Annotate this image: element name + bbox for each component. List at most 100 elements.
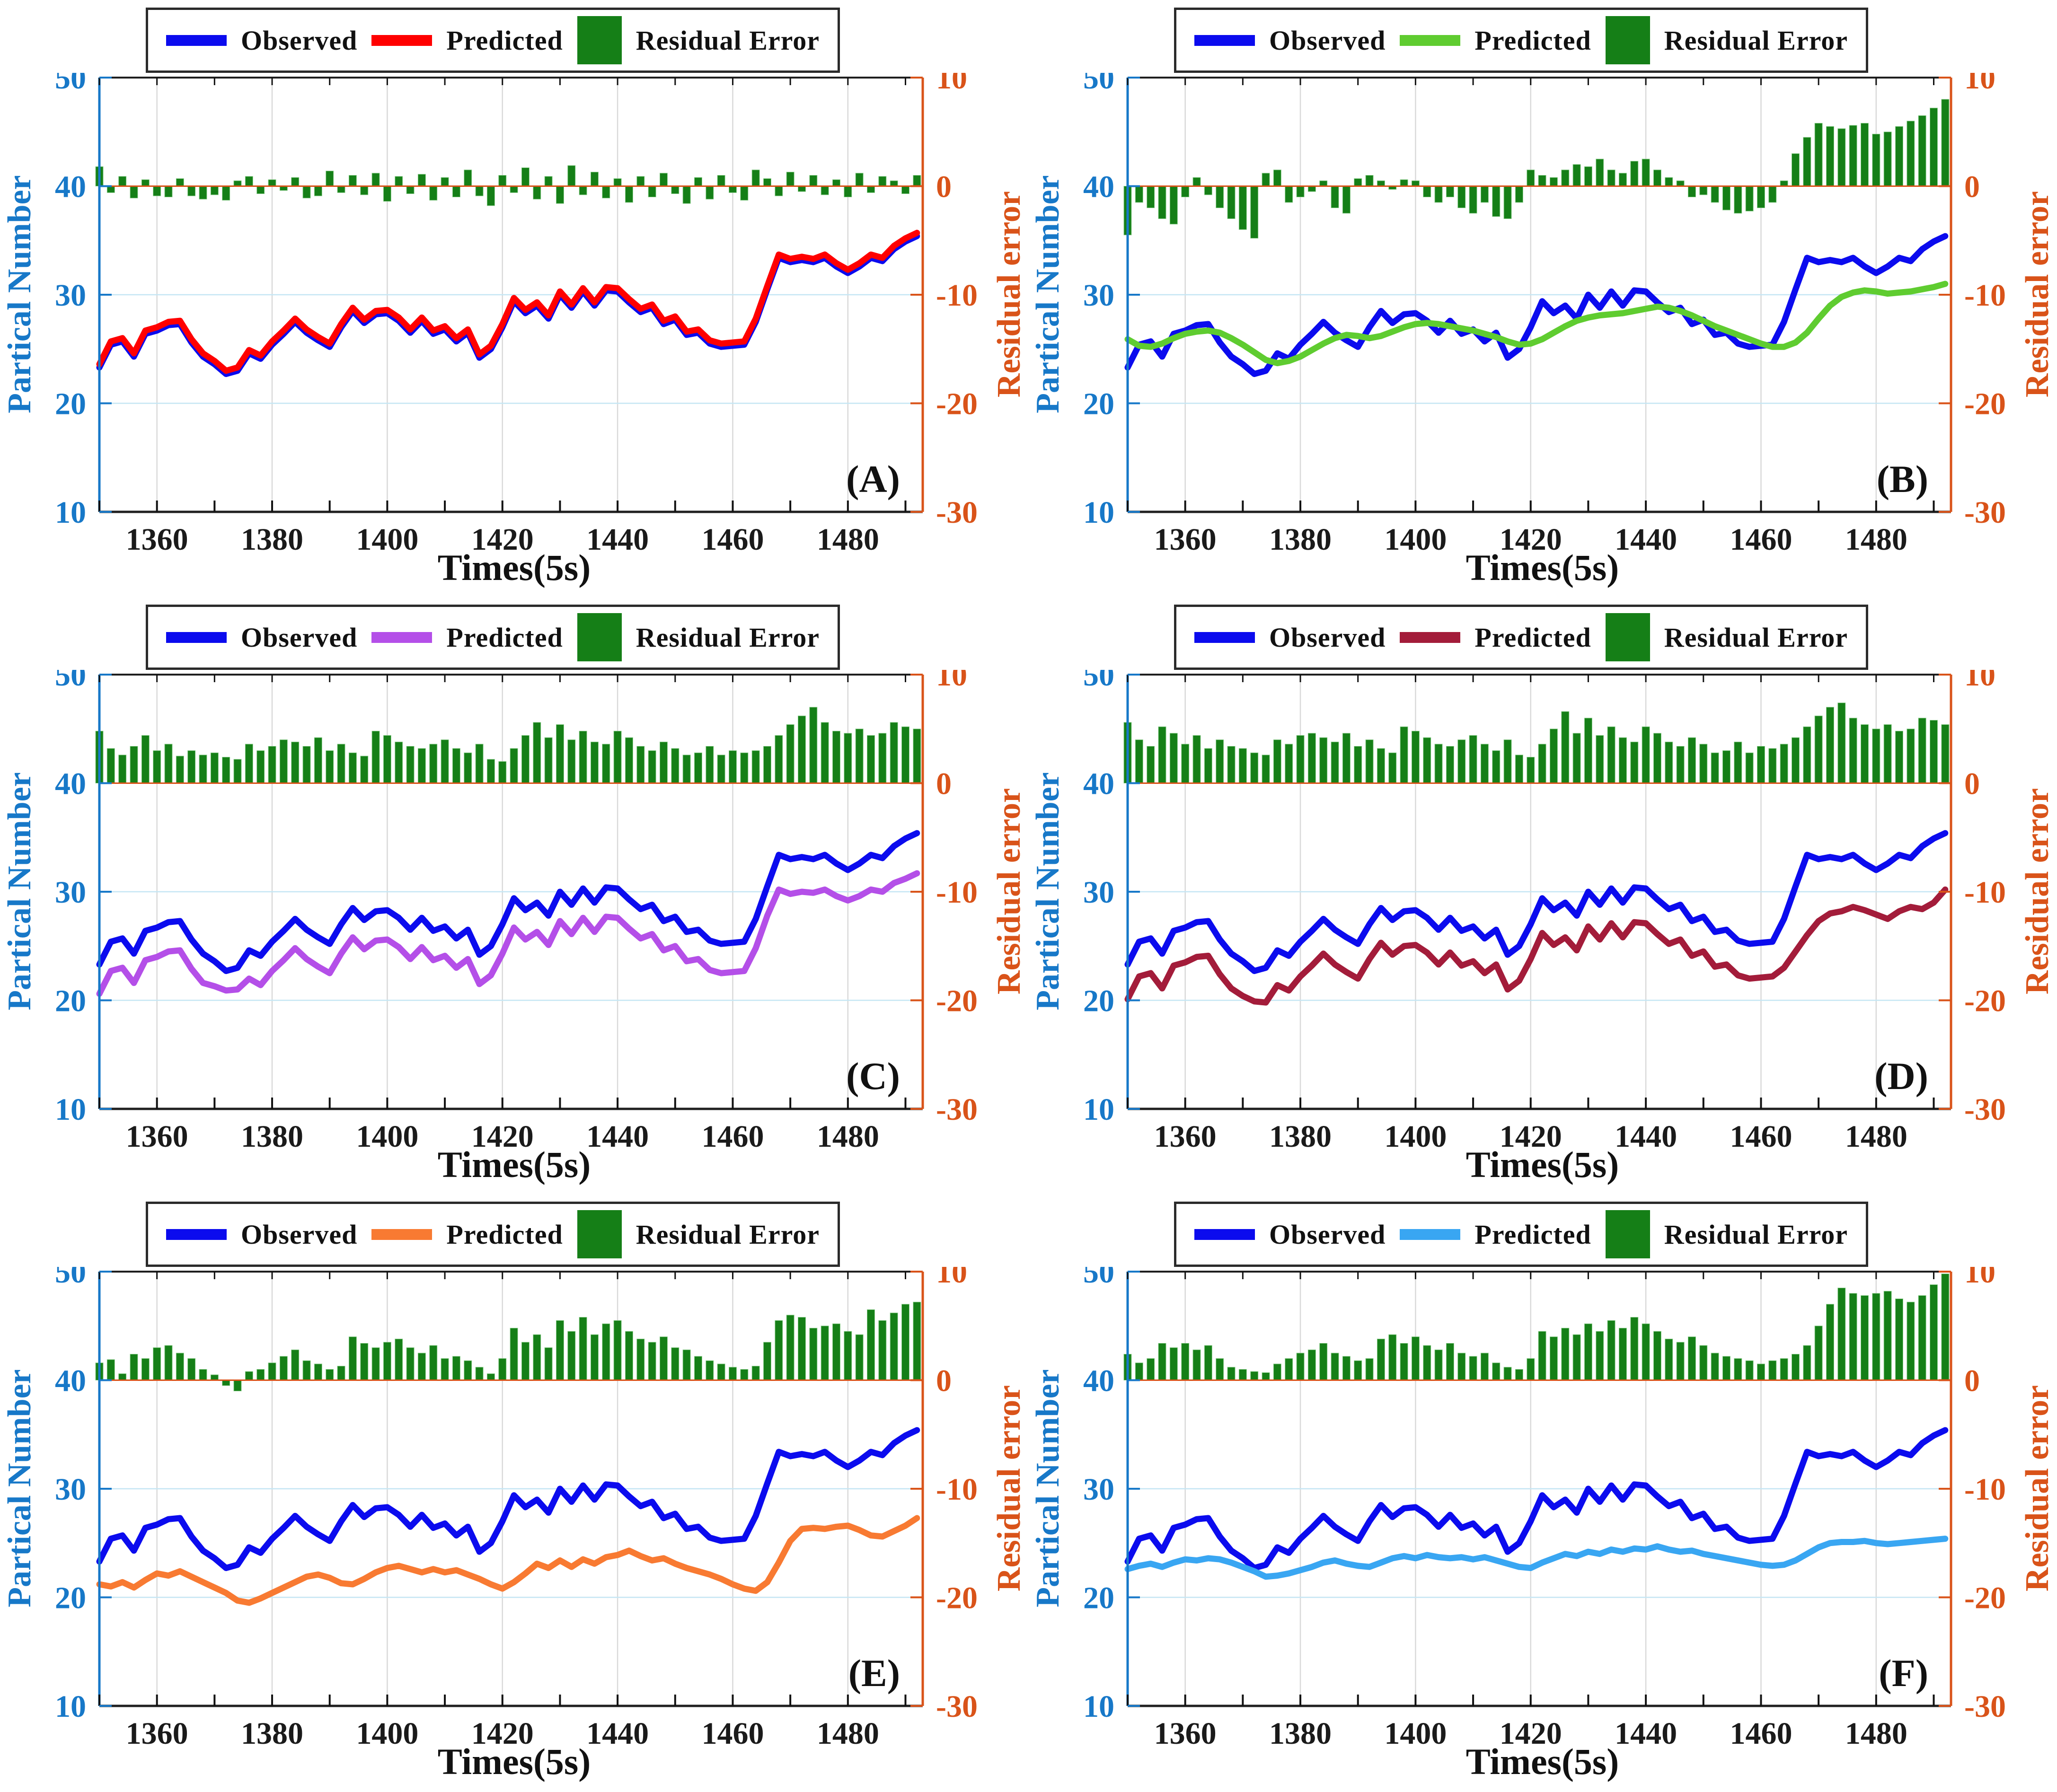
plot-area: 1360 1380 1400 1420 1440 1460 1480 50 40 30 20 10 10…	[0, 1267, 1028, 1747]
predicted-line	[96, 870, 920, 997]
x-tick-label: 1400	[356, 522, 418, 553]
x-tick-label: 1360	[126, 1119, 188, 1150]
x-tick-label: 1460	[701, 522, 764, 553]
panel-letter: (D)	[1874, 1054, 1928, 1098]
residual-error-swatch	[1605, 16, 1650, 64]
predicted-line-swatch	[1400, 35, 1461, 46]
y-left-tick-label: 10	[1083, 1689, 1114, 1724]
x-tick-label: 1420	[471, 1716, 534, 1747]
x-tick-label: 1440	[586, 522, 649, 553]
x-tick-label: 1420	[471, 522, 534, 553]
observed-line	[96, 830, 920, 974]
residual-error-bars	[95, 707, 921, 784]
y-left-tick-label: 30	[1083, 875, 1114, 910]
y-left-tick-label: 50	[55, 73, 86, 96]
legend: Observed Predicted Residual Error	[145, 8, 840, 73]
y-axis-label-right: Residual error	[991, 191, 1027, 398]
y-right-tick-label: -30	[1964, 1689, 2006, 1724]
legend: Observed Predicted Residual Error	[1174, 1202, 1869, 1267]
predicted-line-swatch	[371, 632, 433, 643]
panel-letter: (F)	[1879, 1651, 1928, 1695]
residual-error-bars	[95, 165, 921, 206]
legend-observed-label: Observed	[1269, 25, 1386, 56]
observed-line-swatch	[166, 1229, 227, 1240]
y-right-tick-label: -20	[936, 984, 978, 1019]
observed-line-swatch	[1194, 632, 1255, 643]
y-right-tick-label: -30	[1964, 1092, 2006, 1127]
y-right-tick-label: 10	[1964, 73, 1995, 96]
predicted-line	[1124, 281, 1949, 367]
residual-error-swatch	[577, 613, 622, 661]
legend-observed-label: Observed	[240, 622, 358, 653]
y-axis-label-left: Partical Number	[1030, 175, 1066, 413]
x-tick-label: 1460	[701, 1716, 764, 1747]
y-axis-label-left: Partical Number	[1, 1369, 38, 1608]
chart-panel-d: Observed Predicted Residual Error 1360 13…	[1028, 597, 2057, 1194]
x-tick-label: 1380	[1269, 522, 1332, 553]
x-tick-label: 1480	[817, 1119, 879, 1150]
observed-line-swatch	[1194, 35, 1255, 46]
observed-line	[96, 1427, 920, 1571]
x-tick-label: 1440	[586, 1716, 649, 1747]
y-left-tick-label: 30	[1083, 278, 1114, 313]
x-tick-label: 1360	[126, 1716, 188, 1747]
y-axis-label-right: Residual error	[2019, 191, 2056, 398]
y-left-tick-label: 20	[55, 1581, 86, 1616]
residual-error-swatch	[577, 1210, 622, 1258]
x-tick-label: 1360	[1154, 522, 1217, 553]
observed-line-swatch	[166, 35, 227, 46]
y-axis-label-left: Partical Number	[1030, 1369, 1066, 1608]
y-left-tick-label: 30	[1083, 1472, 1114, 1507]
y-right-tick-label: 10	[936, 1267, 967, 1290]
y-left-tick-label: 20	[1083, 984, 1114, 1019]
y-right-tick-label: 0	[1964, 170, 1980, 204]
y-right-tick-label: -30	[1964, 495, 2006, 530]
x-tick-label: 1460	[701, 1119, 764, 1150]
chart-svg: 1360 1380 1400 1420 1440 1460 1480 50 40 30 20 10 10…	[55, 1267, 978, 1747]
predicted-line-swatch	[371, 1229, 433, 1240]
chart-svg: 1360 1380 1400 1420 1440 1460 1480 50 40 30 20 10 10…	[55, 670, 978, 1150]
y-axis-label-right: Residual error	[991, 788, 1027, 995]
y-axis-label-right: Residual error	[991, 1385, 1027, 1592]
legend: Observed Predicted Residual Error	[145, 605, 840, 670]
observed-line	[1124, 1427, 1949, 1571]
y-left-tick-label: 50	[1083, 1267, 1114, 1290]
y-left-tick-label: 50	[1083, 670, 1114, 693]
chart-svg: 1360 1380 1400 1420 1440 1460 1480 50 40 30 20 10 10…	[1083, 670, 2006, 1150]
predicted-line-swatch	[1400, 1229, 1461, 1240]
y-right-tick-label: -30	[936, 1689, 978, 1724]
legend-predicted-label: Predicted	[1474, 25, 1591, 56]
y-axis-label-left: Partical Number	[1, 175, 38, 413]
x-tick-label: 1480	[817, 1716, 879, 1747]
y-right-tick-label: -30	[936, 1092, 978, 1127]
legend-residual-label: Residual Error	[1664, 1219, 1848, 1250]
legend-observed-label: Observed	[1269, 1219, 1386, 1250]
y-left-tick-label: 10	[55, 495, 86, 530]
x-tick-label: 1380	[241, 1716, 303, 1747]
y-left-tick-label: 30	[55, 278, 86, 313]
chart-panel-b: Observed Predicted Residual Error 1360 13…	[1028, 0, 2057, 597]
y-left-tick-label: 20	[55, 387, 86, 422]
panel-letter: (E)	[848, 1651, 900, 1695]
y-right-tick-label: 0	[1964, 1364, 1980, 1398]
x-tick-label: 1440	[1615, 522, 1677, 553]
x-tick-label: 1360	[1154, 1716, 1217, 1747]
y-left-tick-label: 10	[55, 1689, 86, 1724]
y-right-tick-label: -20	[1964, 984, 2006, 1019]
predicted-line-swatch	[1400, 632, 1461, 643]
legend-residual-label: Residual Error	[636, 622, 820, 653]
y-left-tick-label: 50	[1083, 73, 1114, 96]
observed-line	[1124, 233, 1949, 377]
plot-area: 1360 1380 1400 1420 1440 1460 1480 50 40 30 20 10 10…	[0, 73, 1028, 553]
y-right-tick-label: -20	[1964, 1581, 2006, 1616]
legend-predicted-label: Predicted	[446, 1219, 563, 1250]
x-tick-label: 1420	[1500, 1119, 1562, 1150]
x-tick-label: 1380	[1269, 1119, 1332, 1150]
residual-error-bars	[1123, 99, 1950, 239]
residual-error-swatch	[577, 16, 622, 64]
x-tick-label: 1380	[1269, 1716, 1332, 1747]
y-right-tick-label: 0	[936, 1364, 952, 1398]
chart-svg: 1360 1380 1400 1420 1440 1460 1480 50 40 30 20 10 10…	[1083, 1267, 2006, 1747]
predicted-line	[1124, 1536, 1949, 1580]
y-left-tick-label: 40	[1083, 170, 1114, 204]
